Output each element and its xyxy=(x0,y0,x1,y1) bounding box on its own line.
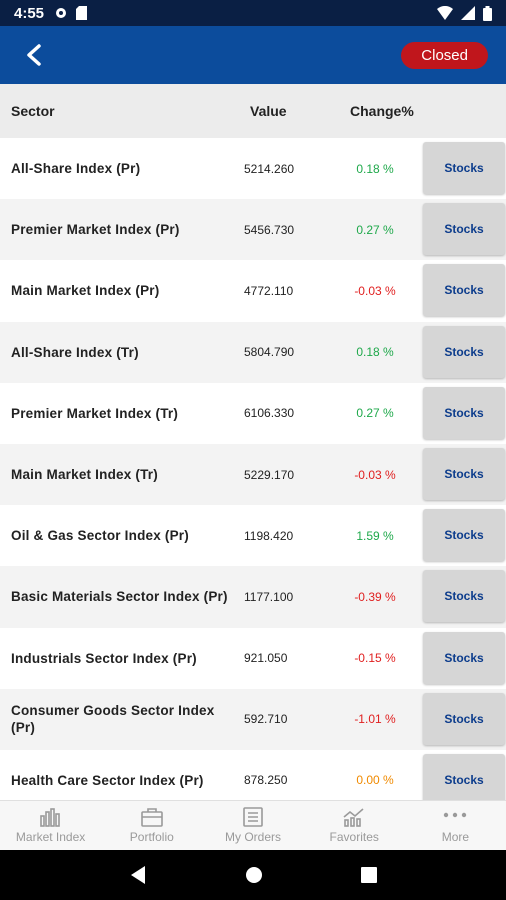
battery-icon xyxy=(483,5,492,21)
status-time: 4:55 xyxy=(14,4,45,22)
row-sector: Basic Materials Sector Index (Pr) xyxy=(11,589,228,605)
table-row[interactable]: Basic Materials Sector Index (Pr) 1177.1… xyxy=(0,566,506,628)
back-arrow-icon xyxy=(27,44,41,66)
row-value: 5456.730 xyxy=(244,222,295,237)
table-row[interactable]: Premier Market Index (Pr) 5456.730 0.27 … xyxy=(0,199,506,261)
table-row[interactable]: Premier Market Index (Tr) 6106.330 0.27 … xyxy=(0,382,506,444)
stocks-button[interactable]: Stocks xyxy=(423,203,505,256)
stocks-button[interactable]: Stocks xyxy=(423,142,505,194)
stocks-button[interactable]: Stocks xyxy=(423,386,505,439)
trend-chart-icon xyxy=(343,808,364,827)
stocks-button[interactable]: Stocks xyxy=(423,631,505,684)
stocks-button[interactable]: Stocks xyxy=(423,264,505,317)
header-sector: Sector xyxy=(11,103,55,119)
back-triangle-icon[interactable] xyxy=(129,865,147,885)
row-value: 1177.100 xyxy=(244,589,294,604)
sim-card-icon xyxy=(76,6,88,20)
row-change: -0.39 % xyxy=(354,589,396,604)
market-status-badge: Closed xyxy=(401,41,488,69)
header-value: Value xyxy=(250,103,287,119)
row-value: 5229.170 xyxy=(244,467,295,482)
status-bar: 4:55 xyxy=(0,0,506,26)
nav-my-orders[interactable]: My Orders xyxy=(202,801,303,850)
nav-label: My Orders xyxy=(225,830,282,844)
row-sector: Premier Market Index (Tr) xyxy=(11,405,179,421)
orders-list-icon xyxy=(243,807,263,827)
table-row[interactable]: Health Care Sector Index (Pr) 878.250 0.… xyxy=(0,749,506,800)
row-value: 6106.330 xyxy=(244,406,295,421)
row-change: -0.15 % xyxy=(354,651,396,666)
briefcase-icon xyxy=(140,808,163,827)
row-sector: Oil & Gas Sector Index (Pr) xyxy=(11,528,189,544)
row-change: -0.03 % xyxy=(354,283,396,298)
stocks-button[interactable]: Stocks xyxy=(423,753,505,800)
row-change: -0.03 % xyxy=(354,467,396,482)
row-sector: Premier Market Index (Pr) xyxy=(11,222,180,238)
stocks-button[interactable]: Stocks xyxy=(423,509,505,562)
stocks-button[interactable]: Stocks xyxy=(423,447,505,500)
row-change: 1.59 % xyxy=(356,528,394,543)
nav-label: More xyxy=(441,830,470,844)
nav-label: Portfolio xyxy=(129,830,174,844)
recents-square-icon[interactable] xyxy=(361,867,377,883)
row-sector: Consumer Goods Sector Index (Pr) xyxy=(11,703,215,736)
row-value: 592.710 xyxy=(244,712,288,727)
stocks-button[interactable]: Stocks xyxy=(423,325,505,378)
table-row[interactable]: Consumer Goods Sector Index (Pr) 592.710… xyxy=(0,688,506,750)
row-sector: All-Share Index (Tr) xyxy=(11,344,139,360)
header-change: Change% xyxy=(350,103,414,119)
nav-label: Favorites xyxy=(329,830,379,844)
row-value: 878.250 xyxy=(244,773,288,788)
table-row[interactable]: Main Market Index (Pr) 4772.110 -0.03 % … xyxy=(0,260,506,322)
row-change: 0.00 % xyxy=(356,773,394,788)
table-header: Sector Value Change% xyxy=(0,84,506,138)
more-dots-icon xyxy=(444,812,467,818)
row-change: 0.18 % xyxy=(356,161,394,176)
back-button[interactable] xyxy=(18,39,50,71)
home-circle-icon[interactable] xyxy=(245,866,263,884)
row-change: -1.01 % xyxy=(354,712,396,727)
row-value: 1198.420 xyxy=(244,528,294,543)
system-navigation-bar xyxy=(0,850,506,900)
bar-chart-icon xyxy=(39,808,60,827)
row-value: 4772.110 xyxy=(244,283,294,298)
nav-portfolio[interactable]: Portfolio xyxy=(101,801,202,850)
row-sector: Health Care Sector Index (Pr) xyxy=(11,772,204,788)
nav-favorites[interactable]: Favorites xyxy=(304,801,405,850)
row-change: 0.18 % xyxy=(356,345,394,360)
wifi-icon xyxy=(437,6,453,20)
row-change: 0.27 % xyxy=(356,406,394,421)
app-bar: Closed xyxy=(0,26,506,84)
table-row[interactable]: Main Market Index (Tr) 5229.170 -0.03 % … xyxy=(0,443,506,506)
row-value: 5214.260 xyxy=(244,161,295,176)
table-row[interactable]: All-Share Index (Pr) 5214.260 0.18 % Sto… xyxy=(0,138,506,200)
nav-market-index[interactable]: Market Index xyxy=(0,801,101,850)
row-change: 0.27 % xyxy=(356,222,394,237)
bottom-navigation: Market Index Portfolio My Orders Favorit… xyxy=(0,800,506,850)
stocks-button[interactable]: Stocks xyxy=(423,692,505,745)
sector-list[interactable]: All-Share Index (Pr) 5214.260 0.18 % Sto… xyxy=(0,138,506,800)
row-sector: All-Share Index (Pr) xyxy=(11,161,141,177)
signal-icon xyxy=(461,6,475,20)
settings-gear-icon xyxy=(56,8,67,18)
table-row[interactable]: Oil & Gas Sector Index (Pr) 1198.420 1.5… xyxy=(0,505,506,567)
nav-label: Market Index xyxy=(15,830,86,844)
row-value: 921.050 xyxy=(244,651,288,666)
table-row[interactable]: Industrials Sector Index (Pr) 921.050 -0… xyxy=(0,627,506,689)
row-sector: Main Market Index (Tr) xyxy=(11,467,158,483)
stocks-button[interactable]: Stocks xyxy=(423,570,505,623)
row-sector: Main Market Index (Pr) xyxy=(11,283,160,299)
nav-more[interactable]: More xyxy=(405,801,506,850)
table-row[interactable]: All-Share Index (Tr) 5804.790 0.18 % Sto… xyxy=(0,321,506,383)
row-sector: Industrials Sector Index (Pr) xyxy=(11,650,197,666)
row-value: 5804.790 xyxy=(244,345,295,360)
